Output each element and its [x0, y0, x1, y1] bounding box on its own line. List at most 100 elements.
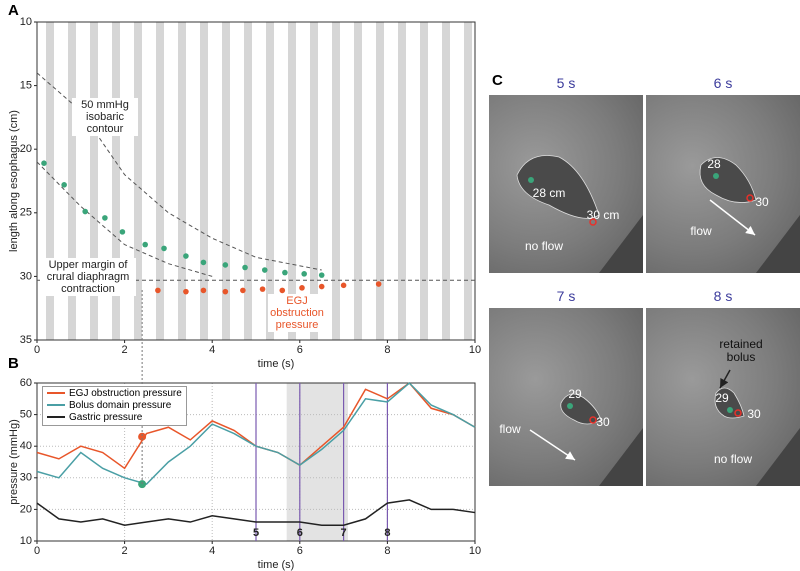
image-shape [528, 177, 534, 183]
data-point [119, 229, 126, 235]
shaded-interval [286, 383, 348, 541]
plot-frame [36, 21, 476, 341]
image-shape [529, 429, 576, 461]
image-shape [746, 194, 754, 202]
image-shape [756, 215, 800, 273]
data-point [61, 182, 67, 188]
image-shape [567, 403, 573, 409]
image-shape [727, 407, 733, 413]
annotation: EGJ obstruction pressure [268, 294, 326, 332]
y-axis-label: length along esophagus (cm) [8, 110, 20, 252]
image-shape [756, 428, 800, 486]
y-tick-label: 35 [20, 334, 32, 346]
image-overlay [714, 369, 800, 486]
image-label: retained bolus [719, 337, 763, 364]
legend-swatch [47, 416, 65, 419]
panel-label: C [492, 72, 503, 89]
data-point [82, 208, 88, 215]
image-label: 28 [707, 157, 721, 171]
data-point [318, 283, 325, 290]
data-point [240, 287, 246, 294]
image-label: no flow [713, 452, 753, 466]
legend-entry: Bolus domain pressure [47, 400, 182, 412]
x-tick-label: 10 [469, 344, 481, 356]
image-label: 30 [596, 415, 610, 429]
data-point [161, 245, 167, 252]
image-shape [589, 416, 597, 424]
y-tick-label: 20 [20, 143, 32, 155]
image-shape [699, 157, 757, 203]
highlight-point [138, 432, 147, 441]
image-shape [709, 199, 756, 236]
time-marker-label: 8 [384, 527, 390, 539]
data-point [282, 269, 288, 276]
data-point [200, 259, 207, 266]
x-axis-label: time (s) [258, 358, 295, 370]
data-point [318, 272, 325, 278]
image-shape [560, 393, 602, 425]
pressure-line [36, 499, 476, 526]
data-point [242, 264, 248, 271]
time-marker-label: 7 [341, 527, 347, 539]
image-label: 30 cm [586, 208, 620, 222]
image-shape [516, 155, 600, 219]
data-point [259, 286, 266, 292]
y-tick-label: 20 [20, 503, 32, 515]
data-point [375, 281, 382, 287]
x-tick-label: 0 [34, 545, 40, 557]
image-overlay [516, 155, 643, 273]
data-point [222, 262, 229, 268]
y-tick-label: 30 [20, 472, 32, 484]
image-label: flow [499, 422, 521, 436]
x-tick-label: 2 [122, 344, 128, 356]
highlight-point [138, 480, 147, 489]
panel-label: A [8, 2, 19, 19]
y-tick-label: 15 [20, 80, 32, 92]
data-point [222, 288, 229, 295]
image-title: 6 s [713, 75, 733, 91]
data-point [301, 271, 307, 277]
time-marker-label: 5 [253, 527, 259, 539]
legend-entry: EGJ obstruction pressure [47, 388, 182, 400]
x-tick-label: 2 [122, 545, 128, 557]
legend-label: Gastric pressure [69, 412, 143, 423]
legend: EGJ obstruction pressure Bolus domain pre… [42, 386, 187, 426]
data-point [155, 287, 161, 294]
y-tick-label: 10 [20, 16, 32, 28]
y-tick-label: 40 [20, 440, 32, 452]
image-overlay [699, 157, 800, 273]
legend-swatch [47, 404, 65, 407]
x-axis-label: time (s) [258, 559, 295, 571]
y-tick-label: 25 [20, 207, 32, 219]
image-label: 29 [568, 387, 582, 401]
x-tick-label: 10 [469, 545, 481, 557]
x-tick-label: 4 [209, 545, 215, 557]
data-point [261, 267, 268, 273]
annotation: 50 mmHg isobaric contour [72, 98, 138, 136]
image-label: 30 [755, 195, 769, 209]
image-overlay [529, 393, 643, 486]
y-axis-label: pressure (mmHg) [8, 419, 20, 505]
data-point [340, 282, 347, 289]
image-label: no flow [524, 239, 564, 253]
legend-label: EGJ obstruction pressure [69, 388, 182, 399]
y-tick-label: 60 [20, 377, 32, 389]
legend-entry: Gastric pressure [47, 412, 182, 424]
data-point [279, 287, 286, 294]
annotation: Upper margin of crural diaphragm contrac… [40, 258, 136, 296]
image-shape [734, 409, 742, 417]
data-point [142, 241, 148, 248]
data-point [299, 285, 305, 291]
image-title: 7 s [556, 288, 576, 304]
x-tick-label: 6 [297, 545, 303, 557]
legend-swatch [47, 392, 65, 395]
image-label: 30 [747, 407, 761, 421]
time-marker-label: 6 [297, 527, 303, 539]
image-shape [713, 173, 719, 179]
pressure-line [36, 381, 476, 485]
x-tick-label: 8 [384, 545, 390, 557]
image-label: 28 cm [532, 186, 566, 200]
image-label: 29 [715, 391, 729, 405]
image-shape [599, 215, 643, 273]
